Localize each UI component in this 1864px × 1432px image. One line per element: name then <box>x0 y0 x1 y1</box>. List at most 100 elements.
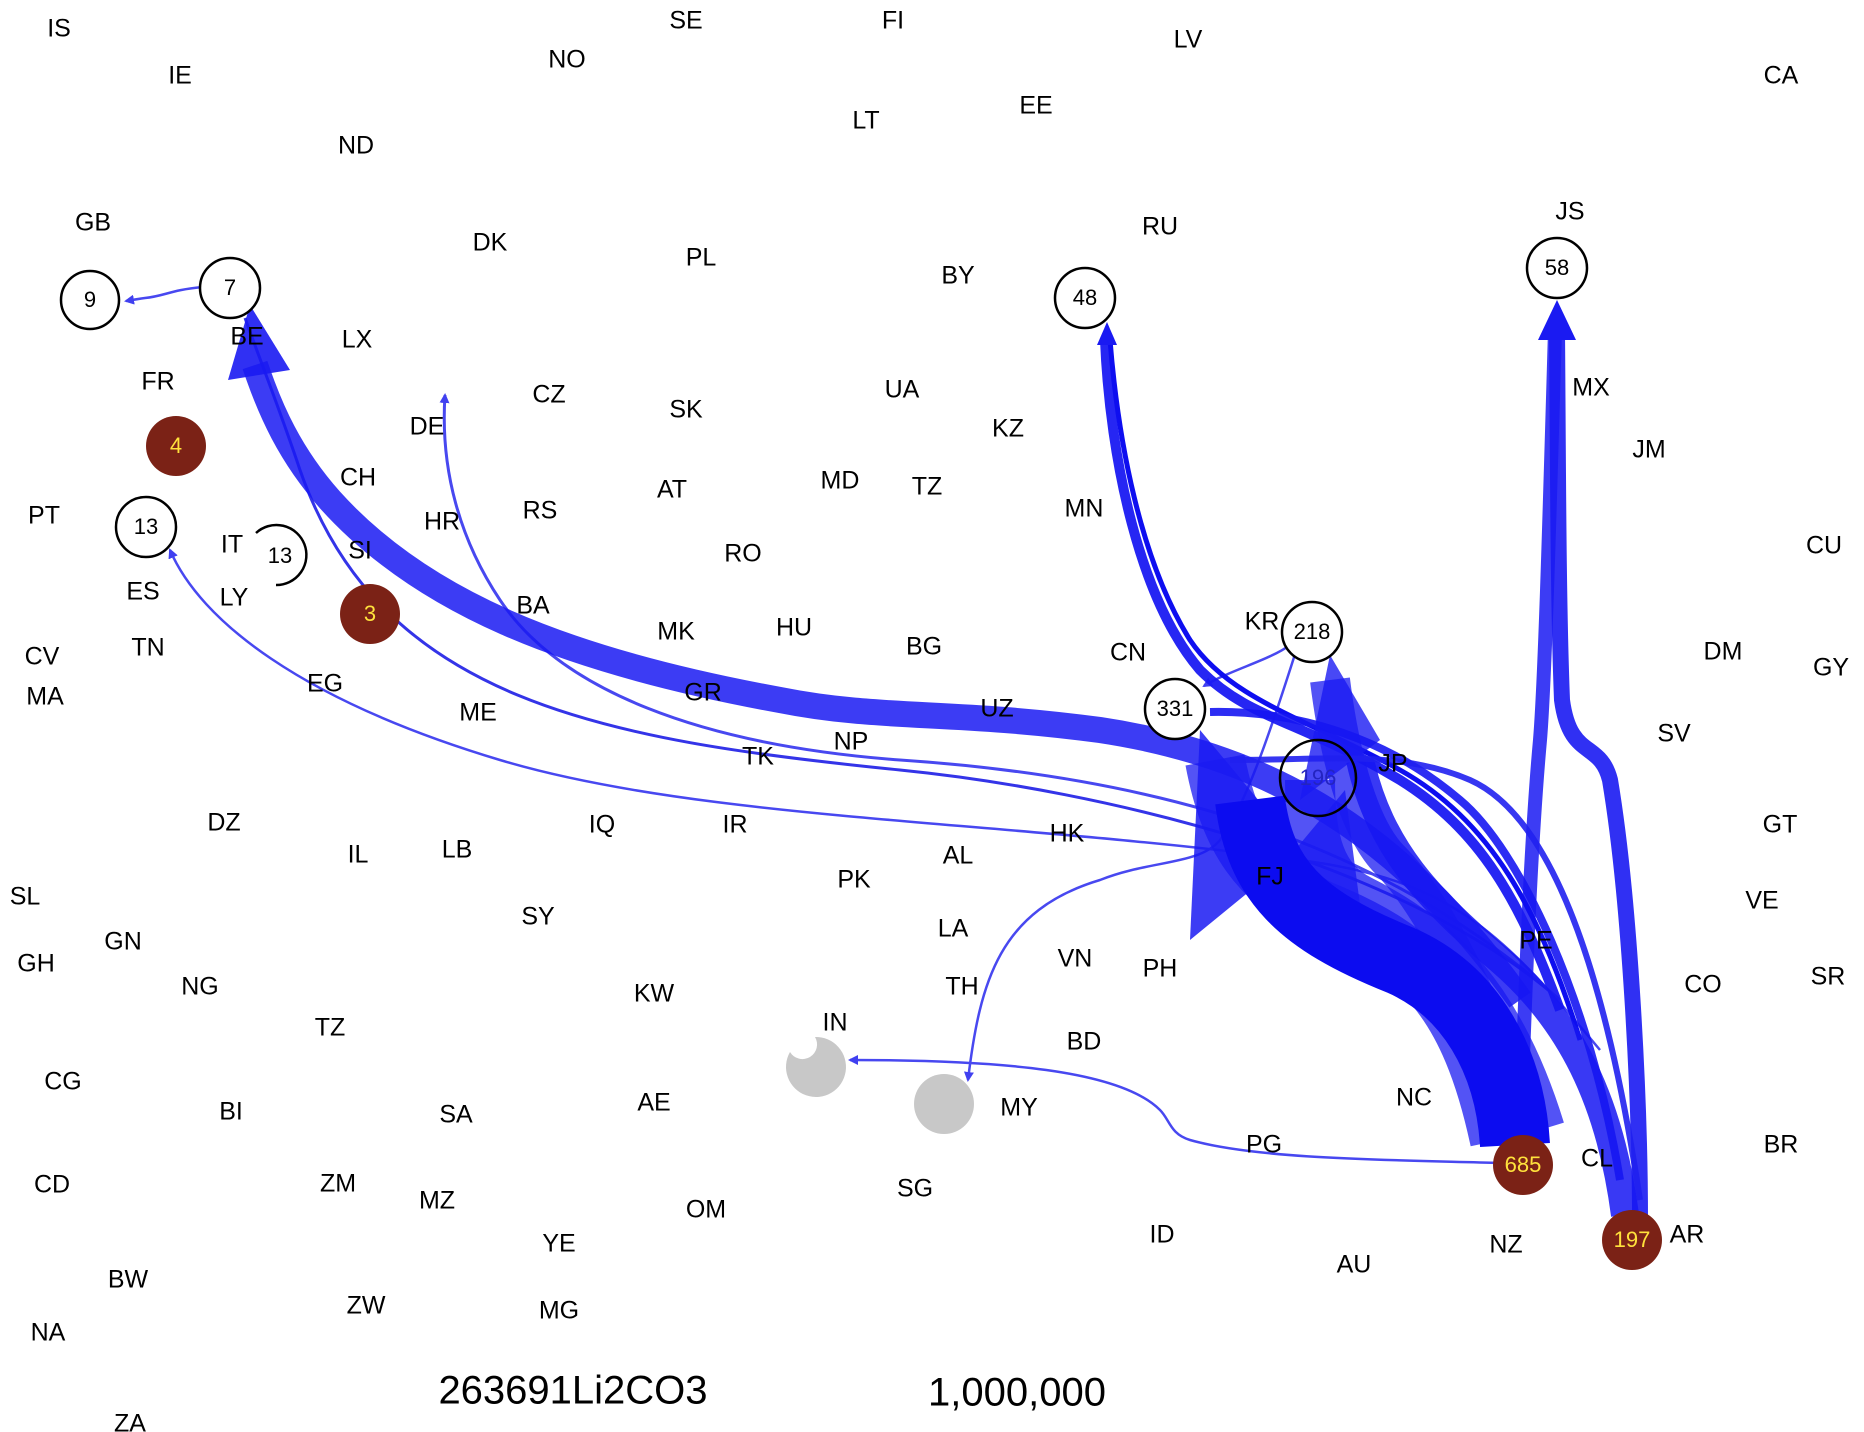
country-label-nz: NZ <box>1489 1231 1522 1259</box>
country-label-ir: IR <box>723 811 748 839</box>
country-label-tn: TN <box>131 634 164 662</box>
country-label-uz: UZ <box>980 695 1013 723</box>
node-331-value: 331 <box>1157 696 1194 721</box>
node-685[interactable]: 685 <box>1493 1135 1553 1195</box>
flow-arrowhead-218 <box>1300 655 1380 800</box>
node-9-value: 9 <box>84 287 96 312</box>
country-label-sy: SY <box>521 903 555 931</box>
country-label-mx: MX <box>1572 374 1610 402</box>
country-label-kw: KW <box>634 980 675 1008</box>
country-label-sr: SR <box>1811 963 1846 991</box>
country-label-lx: LX <box>342 326 373 354</box>
node-218[interactable]: 218 <box>1280 600 1344 664</box>
flow-218-to-MY <box>963 644 1300 1082</box>
country-label-hk: HK <box>1050 820 1085 848</box>
country-label-sg: SG <box>897 1175 933 1203</box>
country-label-cv: CV <box>25 643 60 671</box>
country-label-pl: PL <box>686 244 717 272</box>
flow-layer <box>124 285 1648 1221</box>
flow-to-48-inner <box>1107 339 1583 1041</box>
node-marker-de-crescent[interactable] <box>398 347 441 398</box>
country-label-be: BE <box>230 323 263 351</box>
node-marker-my[interactable] <box>914 1074 974 1134</box>
node-58[interactable]: 58 <box>1525 236 1589 300</box>
country-label-fj: FJ <box>1256 863 1284 891</box>
node-4[interactable]: 4 <box>146 416 206 476</box>
node-13-it[interactable]: 13 <box>255 523 308 587</box>
country-label-pg: PG <box>1246 1131 1282 1159</box>
node-3-value: 3 <box>364 601 376 626</box>
country-label-vn: VN <box>1058 945 1093 973</box>
node-48[interactable]: 48 <box>1053 266 1117 330</box>
country-label-lv: LV <box>1174 26 1203 54</box>
country-label-bd: BD <box>1067 1028 1102 1056</box>
country-label-bi: BI <box>219 1098 243 1126</box>
node-197[interactable]: 197 <box>1602 1210 1662 1270</box>
footer-scale: 1,000,000 <box>928 1371 1106 1415</box>
country-label-gy: GY <box>1813 654 1849 682</box>
node-196[interactable]: 196 <box>1278 738 1358 818</box>
country-label-na: NA <box>31 1319 66 1347</box>
country-label-al: AL <box>943 842 974 870</box>
country-label-ye: YE <box>542 1230 575 1258</box>
country-labels: IS SE FI LV IE NO CA EE LT ND GB RU JS DK PL BY LX BE FR CZ… <box>10 7 1850 1432</box>
country-label-si: SI <box>348 537 372 565</box>
node-3[interactable]: 3 <box>340 584 400 644</box>
footer-code: 263691Li2CO3 <box>438 1369 707 1413</box>
country-label-au: AU <box>1337 1251 1372 1279</box>
country-label-ar: AR <box>1670 1221 1705 1249</box>
flow-7-to-9 <box>124 285 204 305</box>
node-13-es[interactable]: 13 <box>114 495 178 559</box>
country-label-co: CO <box>1684 971 1722 999</box>
country-label-ch: CH <box>340 464 376 492</box>
country-label-iq: IQ <box>589 811 615 839</box>
node-7[interactable]: 7 <box>198 256 262 320</box>
country-label-ba: BA <box>516 592 550 620</box>
country-label-om: OM <box>686 1196 726 1224</box>
country-label-es: ES <box>126 578 159 606</box>
country-label-cu: CU <box>1806 532 1842 560</box>
country-label-kz: KZ <box>992 415 1024 443</box>
flow-arrowhead-js <box>1538 300 1576 340</box>
flow-to-331-line-b <box>1229 755 1643 1201</box>
country-label-nc: NC <box>1396 1084 1432 1112</box>
country-label-dk: DK <box>473 229 508 257</box>
node-marker-in[interactable] <box>785 1036 846 1097</box>
country-label-ph: PH <box>1143 955 1178 983</box>
flow-arrowhead-48 <box>1097 322 1117 345</box>
country-label-ca: CA <box>1764 62 1799 90</box>
country-label-my: MY <box>1000 1094 1038 1122</box>
country-label-gt: GT <box>1763 811 1798 839</box>
node-9[interactable]: 9 <box>59 269 121 331</box>
country-label-za: ZA <box>114 1410 146 1432</box>
node-196-value: 196 <box>1300 765 1337 790</box>
country-label-ve: VE <box>1745 887 1778 915</box>
country-label-me: ME <box>459 699 497 727</box>
country-label-gn: GN <box>104 928 142 956</box>
node-48-value: 48 <box>1073 285 1097 310</box>
country-label-zw: ZW <box>347 1292 386 1320</box>
country-label-mk: MK <box>657 618 695 646</box>
country-label-zm: ZM <box>320 1170 356 1198</box>
country-label-in: IN <box>823 1009 848 1037</box>
country-label-ru: RU <box>1142 213 1178 241</box>
country-label-br: BR <box>1764 1131 1799 1159</box>
country-label-sv: SV <box>1657 720 1691 748</box>
country-label-ly: LY <box>220 584 249 612</box>
country-label-no: NO <box>548 46 586 74</box>
country-label-fi: FI <box>882 7 904 35</box>
node-331[interactable]: 331 <box>1143 677 1207 741</box>
country-label-ie: IE <box>168 62 192 90</box>
node-7-value: 7 <box>224 275 236 300</box>
node-13-es-value: 13 <box>134 514 158 539</box>
country-label-ro: RO <box>724 540 762 568</box>
country-label-gb: GB <box>75 209 111 237</box>
country-label-sa: SA <box>439 1101 473 1129</box>
node-218-value: 218 <box>1294 619 1331 644</box>
country-label-np: NP <box>834 728 869 756</box>
country-label-ee: EE <box>1019 92 1052 120</box>
country-label-mz: MZ <box>419 1187 455 1215</box>
country-label-js: JS <box>1555 198 1584 226</box>
country-label-pe: PE <box>1519 927 1552 955</box>
